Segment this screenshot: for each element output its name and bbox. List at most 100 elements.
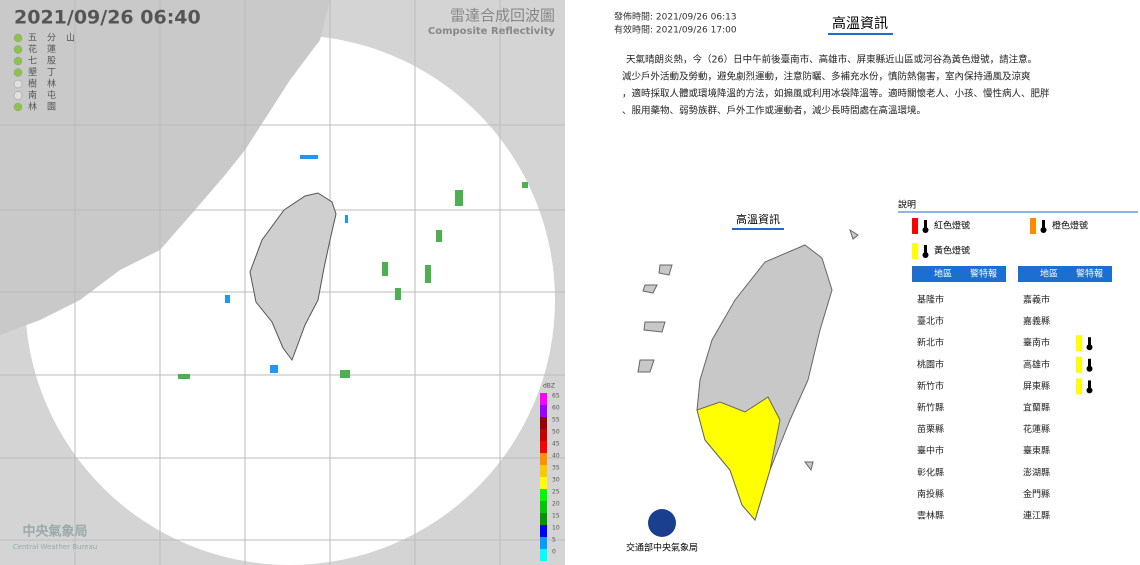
scale-step	[540, 441, 547, 453]
heat-panel	[567, 0, 1140, 565]
scale-label: 35	[552, 465, 560, 472]
heat-map	[637, 228, 859, 522]
valid-time: 有效時間: 2021/09/26 17:00	[614, 24, 737, 36]
scale-step	[540, 417, 547, 429]
table-header	[912, 266, 1006, 282]
region-name: 金門縣	[1023, 488, 1050, 500]
station-label: 南屯	[28, 89, 66, 101]
region-name: 花蓮縣	[1023, 423, 1050, 435]
grid	[0, 0, 565, 565]
station-label: 墾丁	[28, 66, 66, 78]
scale-step	[540, 393, 547, 405]
region-name: 宜蘭縣	[1023, 402, 1050, 414]
header-label: 地區	[1040, 268, 1058, 280]
heat-title: 高溫資訊	[832, 15, 888, 32]
scale-label: 40	[552, 453, 560, 460]
legend-label: 紅色燈號	[934, 220, 970, 232]
scale-step	[540, 465, 547, 477]
scale-unit: dBZ	[543, 383, 555, 390]
region-name: 澎湖縣	[1023, 466, 1050, 478]
echoes	[178, 182, 528, 379]
radar-time: 2021/09/26 06:40	[14, 7, 201, 29]
region-name: 嘉義縣	[1023, 315, 1050, 327]
scale-step	[540, 453, 547, 465]
thermometer-bulb	[1086, 365, 1093, 372]
scale-step	[540, 525, 547, 537]
scale-label: 60	[552, 405, 560, 412]
scale-label: 65	[552, 393, 560, 400]
region-name: 新竹縣	[917, 402, 944, 414]
scale-step	[540, 477, 547, 489]
scale-step	[540, 489, 547, 501]
body-line: 、服用藥物、弱勢族群、戶外工作或運動者，減少長時間處在高溫環境。	[622, 105, 926, 117]
legend-swatch	[1030, 218, 1036, 234]
region-name: 臺北市	[917, 315, 944, 327]
region-name: 臺中市	[917, 445, 944, 457]
region-name: 嘉義市	[1023, 294, 1050, 306]
header-label: 警特報	[1076, 268, 1103, 280]
scale-step	[540, 429, 547, 441]
legend-title: 說明	[898, 199, 916, 211]
region-name: 南投縣	[917, 488, 944, 500]
scale-step	[540, 513, 547, 525]
scale-label: 20	[552, 501, 560, 508]
footer: 交通部中央氣象局	[626, 542, 698, 554]
station-dot	[13, 56, 23, 66]
scale-label: 0	[552, 549, 556, 556]
body-line: ，適時採取人體或環境降溫的方法，如搧風或利用冰袋降溫等。適時關懷老人、小孩、慢性…	[622, 88, 1050, 100]
scale-step	[540, 549, 547, 561]
thermometer-icon	[1042, 220, 1045, 229]
thermometer-bulb	[922, 227, 929, 233]
thermometer-bulb	[1086, 387, 1093, 394]
legend-label: 橙色燈號	[1052, 220, 1088, 232]
station-dot	[13, 91, 23, 100]
scale-label: 15	[552, 513, 560, 520]
station-label: 林園	[28, 101, 66, 113]
station-label: 五分山	[28, 33, 85, 44]
legend-label: 黃色燈號	[934, 245, 970, 257]
map-title: 高溫資訊	[736, 212, 780, 226]
scale-label: 25	[552, 489, 560, 496]
region-name: 基隆市	[917, 294, 944, 306]
region-name: 苗栗縣	[917, 424, 944, 435]
thermometer-bulb	[1040, 227, 1047, 233]
station-dot	[13, 45, 23, 54]
issued-time: 發佈時間: 2021/09/26 06:13	[614, 11, 737, 23]
logo	[648, 509, 676, 537]
scale-step	[540, 405, 547, 417]
thermometer-icon	[1088, 358, 1091, 368]
scale-label: 10	[552, 525, 560, 532]
header-label: 警特報	[970, 268, 997, 280]
thermometer-bulb	[922, 252, 929, 258]
scale-step	[540, 501, 547, 513]
region-name: 新北市	[917, 337, 944, 349]
station-label: 七股	[28, 56, 66, 67]
scale-step	[540, 537, 547, 549]
region-name: 桃園市	[917, 358, 944, 370]
legend-swatch	[912, 243, 918, 259]
region-name: 連江縣	[1023, 510, 1050, 522]
region-name: 雲林縣	[917, 510, 944, 522]
body-line: 減少戶外活動及勞動，避免劇烈運動，注意防曬、多補充水份，慎防熱傷害，室內保持通風…	[622, 71, 1031, 83]
table-header	[1018, 266, 1112, 282]
thermometer-icon	[924, 245, 927, 254]
station-dot	[13, 33, 23, 43]
thermometer-icon	[1088, 337, 1091, 347]
radar-title: 雷達合成回波圖	[450, 7, 555, 25]
heat-body: 天氣晴朗炎熱，今（26）日中午前後臺南市、高雄市、屏東縣近山區或河谷為黃色燈號，…	[622, 54, 1050, 117]
scale-label: 50	[552, 429, 560, 436]
station-label: 花蓮	[28, 43, 66, 55]
scale-label: 30	[552, 477, 560, 484]
thermometer-bulb	[1086, 344, 1093, 351]
station-dot	[13, 68, 23, 77]
echoes-light	[225, 155, 348, 373]
alert-swatch	[1076, 378, 1082, 395]
alert-swatch	[1076, 335, 1082, 352]
scale-label: 5	[552, 537, 556, 544]
